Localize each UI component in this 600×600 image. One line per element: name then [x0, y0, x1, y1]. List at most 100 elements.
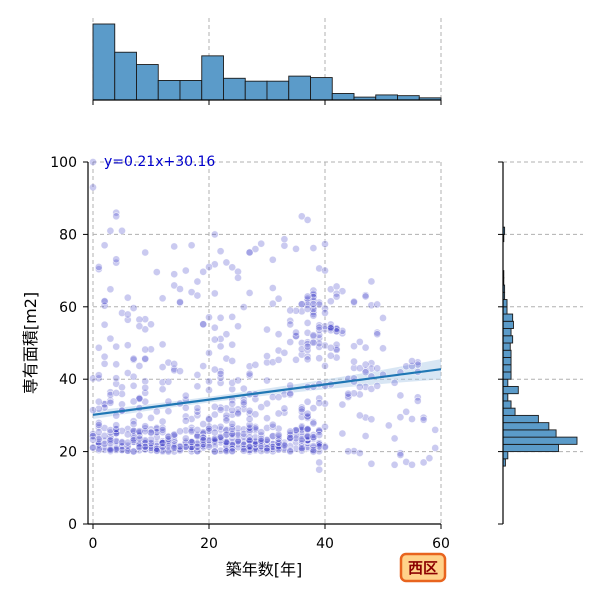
scatter-point — [321, 322, 329, 331]
scatter-point — [193, 371, 202, 379]
scatter-point — [222, 354, 231, 363]
scatter-point — [141, 445, 150, 454]
scatter-point — [350, 357, 358, 366]
scatter-point — [205, 424, 213, 433]
scatter-point — [309, 331, 318, 340]
scatter-point — [309, 300, 318, 308]
scatter-point — [141, 443, 150, 451]
scatter-point — [315, 298, 324, 307]
scatter-point — [94, 265, 103, 274]
scatter-point — [239, 398, 248, 407]
scatter-point — [297, 345, 306, 354]
scatter-point — [193, 277, 202, 286]
scatter-point — [94, 433, 103, 442]
scatter-point — [303, 338, 312, 347]
scatter-point — [141, 422, 150, 431]
scatter-point — [152, 444, 161, 453]
scatter-point — [321, 266, 329, 275]
right-hist-bar — [502, 335, 514, 344]
scatter-point — [263, 424, 271, 432]
scatter-point — [396, 391, 405, 400]
scatter-point — [106, 391, 115, 399]
scatter-point — [268, 358, 277, 367]
scatter-point — [245, 443, 254, 452]
scatter-point — [199, 433, 208, 442]
scatter-point — [135, 434, 144, 443]
scatter-point — [309, 286, 318, 295]
scatter-point — [303, 300, 312, 309]
scatter-point — [135, 411, 144, 420]
scatter-point — [239, 440, 248, 449]
scatter-point — [193, 404, 202, 412]
scatter-point — [210, 410, 219, 419]
scatter-point — [228, 357, 237, 365]
scatter-point — [315, 399, 324, 407]
scatter-point — [280, 408, 289, 417]
scatter-point — [216, 342, 225, 351]
scatter-point — [112, 421, 121, 430]
scatter-point — [361, 382, 370, 391]
scatter-point — [112, 425, 121, 434]
scatter-point — [292, 355, 300, 364]
scatter-point — [106, 426, 115, 434]
scatter-point — [199, 428, 208, 437]
scatter-point — [170, 242, 179, 251]
scatter-point — [152, 268, 161, 276]
y-tick-label: 0 — [68, 517, 77, 533]
scatter-point — [112, 437, 121, 445]
scatter-point — [216, 247, 225, 256]
scatter-point — [274, 430, 283, 439]
scatter-point — [170, 430, 179, 439]
scatter-point — [152, 433, 161, 441]
scatter-point — [170, 281, 179, 290]
scatter-point — [94, 263, 103, 271]
scatter-point — [251, 410, 260, 419]
scatter-point — [187, 288, 196, 297]
right-hist-bar — [502, 400, 512, 409]
scatter-point — [274, 424, 283, 433]
scatter-point — [181, 438, 190, 447]
scatter-point — [147, 428, 155, 437]
right-hist-bar — [502, 414, 539, 424]
scatter-point — [274, 445, 283, 454]
scatter-point — [89, 183, 97, 192]
scatter-point — [112, 360, 121, 369]
scatter-point — [274, 393, 283, 402]
scatter-point — [222, 426, 231, 435]
scatter-point — [170, 360, 179, 368]
scatter-point — [257, 436, 266, 445]
scatter-point — [344, 447, 353, 456]
scatter-point — [408, 460, 416, 469]
right-hist-bar — [502, 313, 514, 322]
scatter-point — [373, 330, 382, 339]
right-hist-bar — [502, 364, 512, 373]
scatter-point — [268, 432, 277, 440]
scatter-point — [419, 458, 428, 467]
scatter-point — [228, 263, 237, 272]
scatter-point — [268, 422, 277, 431]
scatter-point — [245, 289, 254, 297]
top-hist-bar — [179, 80, 203, 101]
scatter-point — [309, 445, 318, 454]
scatter-point — [309, 447, 318, 456]
scatter-point — [263, 399, 271, 408]
top-hist-bar — [397, 95, 420, 101]
right-hist-bar — [502, 422, 550, 431]
scatter-point — [181, 391, 190, 400]
scatter-point — [141, 315, 150, 324]
scatter-point — [286, 320, 295, 329]
top-hist-bar — [157, 80, 181, 101]
scatter-point — [94, 435, 103, 444]
scatter-point — [94, 397, 103, 406]
scatter-point — [286, 306, 295, 315]
scatter-point — [245, 436, 254, 445]
scatter-point — [315, 323, 324, 332]
right-hist-bar — [502, 443, 559, 453]
scatter-point — [234, 443, 242, 452]
scatter-point — [118, 390, 126, 398]
scatter-point — [268, 420, 277, 429]
scatter-point — [112, 444, 121, 453]
scatter-point — [100, 431, 109, 440]
scatter-point — [181, 416, 190, 425]
